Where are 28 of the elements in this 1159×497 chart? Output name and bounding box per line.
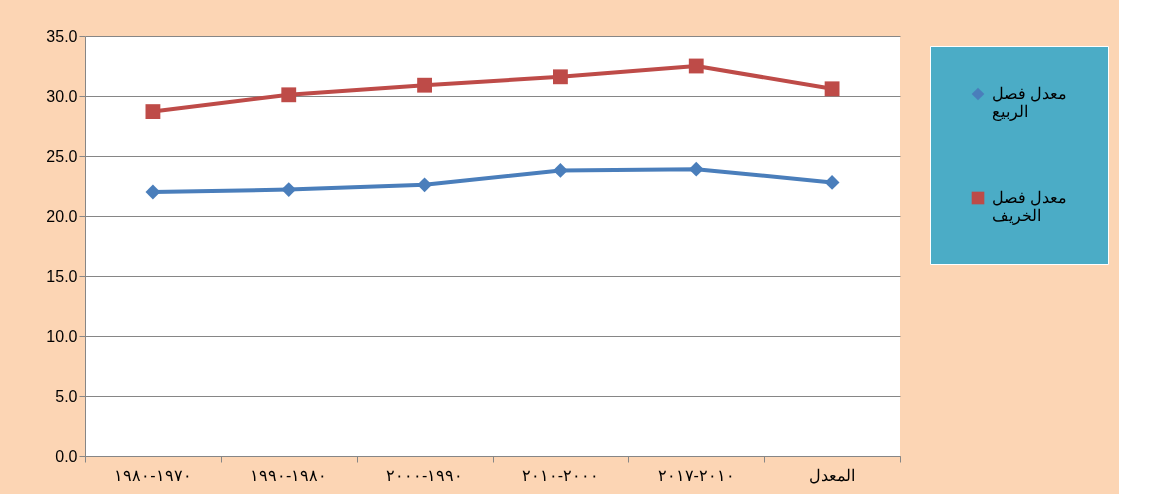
- x-tick-label: ٢٠١٠-٢٠١٧: [657, 467, 735, 484]
- point: [824, 81, 840, 97]
- y-tick-label: 30.0: [46, 87, 78, 105]
- point: [553, 162, 568, 178]
- x-tick-label: ١٩٩٠-٢٠٠٠: [385, 467, 464, 484]
- point: [688, 161, 704, 177]
- y-tick-label: 20.0: [46, 207, 78, 225]
- y-tick-label: 5.0: [55, 387, 78, 405]
- point: [281, 182, 297, 198]
- point: [824, 174, 840, 190]
- y-tick-label: 10.0: [46, 327, 78, 345]
- y-tick-label: 15.0: [46, 267, 78, 285]
- y-tick-label: 0.0: [55, 447, 78, 465]
- x-tick-label: ١٩٨٠-١٩٩٠: [250, 467, 328, 484]
- y-tick-label: 35.0: [46, 27, 78, 45]
- y-tick-label: 25.0: [46, 147, 78, 165]
- legend-label: معدل فصل الخريف: [992, 189, 1068, 225]
- x-tick-label: ٢٠٠٠-٢٠١٠: [521, 467, 600, 484]
- x-tick-label: ١٩٧٠-١٩٨٠: [114, 467, 192, 484]
- point: [281, 87, 297, 103]
- point: [145, 184, 161, 200]
- legend-label: معدل فصل الربيع: [992, 85, 1068, 121]
- point: [145, 104, 161, 120]
- point: [688, 58, 704, 74]
- point: [553, 69, 568, 85]
- point: [417, 77, 432, 93]
- point: [417, 177, 432, 193]
- x-tick-label: المعدل: [809, 467, 856, 484]
